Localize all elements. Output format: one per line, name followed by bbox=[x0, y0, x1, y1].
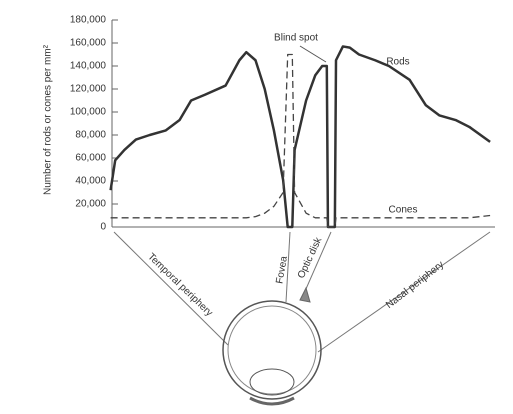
y-axis-label: Number of rods or cones per mm² bbox=[43, 44, 54, 195]
y-tick-label: 40,000 bbox=[75, 176, 106, 187]
y-tick-label: 100,000 bbox=[70, 107, 107, 118]
y-tick-label: 160,000 bbox=[70, 38, 107, 49]
annotation: Blind spot bbox=[274, 33, 318, 44]
y-tick-label: 60,000 bbox=[75, 153, 106, 164]
series-label: Cones bbox=[389, 205, 418, 216]
y-tick-label: 180,000 bbox=[70, 15, 107, 26]
y-tick-label: 140,000 bbox=[70, 61, 107, 72]
y-tick-label: 120,000 bbox=[70, 84, 107, 95]
series-label: Rods bbox=[386, 57, 409, 68]
y-tick-label: 80,000 bbox=[75, 130, 106, 141]
y-tick-label: 0 bbox=[100, 222, 106, 233]
y-tick-label: 20,000 bbox=[75, 199, 106, 210]
chart: Number of rods or cones per mm² Blind sp… bbox=[0, 0, 513, 414]
